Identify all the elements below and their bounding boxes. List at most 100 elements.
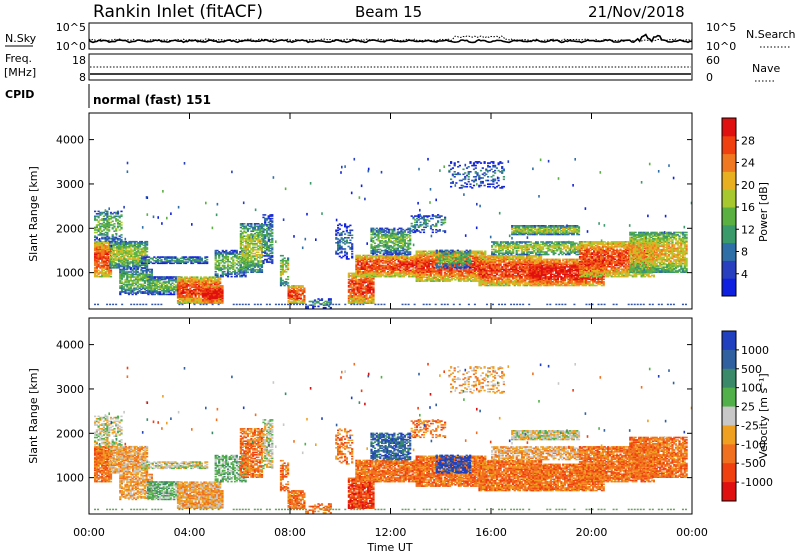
echo-cell [198, 281, 201, 283]
echo-cell [115, 219, 118, 221]
echo-cell [153, 284, 156, 287]
echo-cell [116, 215, 120, 218]
echo-cell [201, 280, 204, 282]
echo-cell [99, 267, 102, 269]
echo-cell [203, 293, 206, 296]
echo-cell [202, 293, 205, 296]
echo-cell [123, 252, 126, 254]
echo-cell [237, 270, 240, 273]
echo-cell [155, 278, 158, 281]
echo-cell [97, 243, 100, 246]
echo-cell [195, 257, 198, 260]
echo-cell [108, 236, 111, 239]
echo-cell [191, 281, 194, 283]
echo-cell [129, 291, 132, 293]
echo-cell [176, 277, 180, 280]
echo-cell [329, 306, 332, 309]
echo-cell [146, 263, 149, 265]
echo-cell [126, 284, 129, 287]
echo-cell [142, 260, 145, 262]
echo-cell [95, 249, 98, 252]
echo-cell [217, 283, 220, 286]
echo-cell [244, 275, 247, 278]
echo-cell [192, 301, 195, 303]
echo-cell [148, 288, 151, 291]
echo-cell [131, 283, 134, 286]
echo-cell [198, 290, 201, 292]
echo-cell [129, 286, 132, 288]
echo-cell [104, 223, 107, 225]
echo-cell [153, 282, 156, 284]
echo-cell [241, 270, 244, 272]
echo-cell [174, 257, 177, 260]
echo-cell [271, 251, 274, 253]
echo-cell [219, 277, 222, 280]
echo-cell [130, 243, 133, 245]
echo-cell [123, 250, 126, 253]
echo-cell [137, 248, 140, 250]
echo-cell [109, 240, 112, 243]
echo-cell [184, 276, 187, 278]
echo-cell [135, 283, 138, 286]
echo-cell [123, 254, 126, 257]
echo-cell [116, 250, 119, 253]
echo-cell [97, 275, 100, 278]
echo-cell [142, 267, 145, 270]
echo-cell [216, 275, 219, 278]
echo-cell [162, 293, 165, 296]
echo-cell [186, 261, 189, 263]
echo-cell [94, 241, 97, 243]
echo-cell [210, 278, 213, 281]
echo-cell [131, 289, 134, 292]
echo-cell [186, 257, 189, 260]
echo-cell [146, 282, 149, 284]
echo-cell [106, 264, 109, 267]
echo-cell [195, 260, 198, 262]
echo-cell [157, 286, 160, 288]
echo-cell [184, 295, 187, 297]
echo-cell [144, 245, 147, 248]
echo-cell [217, 285, 221, 287]
echo-cell [152, 291, 155, 293]
echo-cell [140, 268, 143, 271]
echo-cell [221, 292, 224, 295]
echo-cell [166, 276, 169, 278]
echo-cell [241, 267, 244, 270]
echo-cell [132, 259, 135, 262]
echo-cell [97, 247, 100, 249]
echo-cell [133, 243, 136, 245]
echo-cell [205, 282, 208, 285]
echo-cell [109, 270, 113, 273]
echo-cell [133, 242, 136, 244]
echo-cell [132, 264, 135, 267]
echo-cell [169, 286, 172, 288]
echo-cell [187, 277, 190, 280]
echo-cell [329, 298, 332, 300]
echo-cell [218, 268, 221, 270]
echo-cell [208, 277, 211, 280]
echo-cell [109, 264, 112, 267]
echo-cell [109, 265, 112, 268]
echo-cell [106, 213, 109, 215]
echo-cell [112, 258, 115, 260]
echo-cell [153, 260, 156, 262]
echo-cell [144, 249, 147, 252]
echo-cell [94, 218, 97, 220]
echo-cell [129, 278, 132, 281]
echo-cell [212, 287, 215, 290]
echo-cell [203, 291, 206, 293]
echo-cell [150, 289, 153, 292]
echo-cell [128, 252, 131, 254]
echo-cell [264, 214, 267, 216]
echo-cell [106, 253, 109, 256]
echo-cell [178, 286, 181, 288]
echo-cell [221, 274, 224, 277]
echo-cell [129, 273, 132, 276]
echo-cell [191, 283, 194, 286]
echo-cell [150, 277, 153, 279]
echo-cell [216, 291, 219, 293]
echo-cell [129, 287, 132, 289]
echo-cell [133, 282, 136, 284]
echo-cell [203, 297, 206, 300]
echo-cell [106, 229, 109, 231]
